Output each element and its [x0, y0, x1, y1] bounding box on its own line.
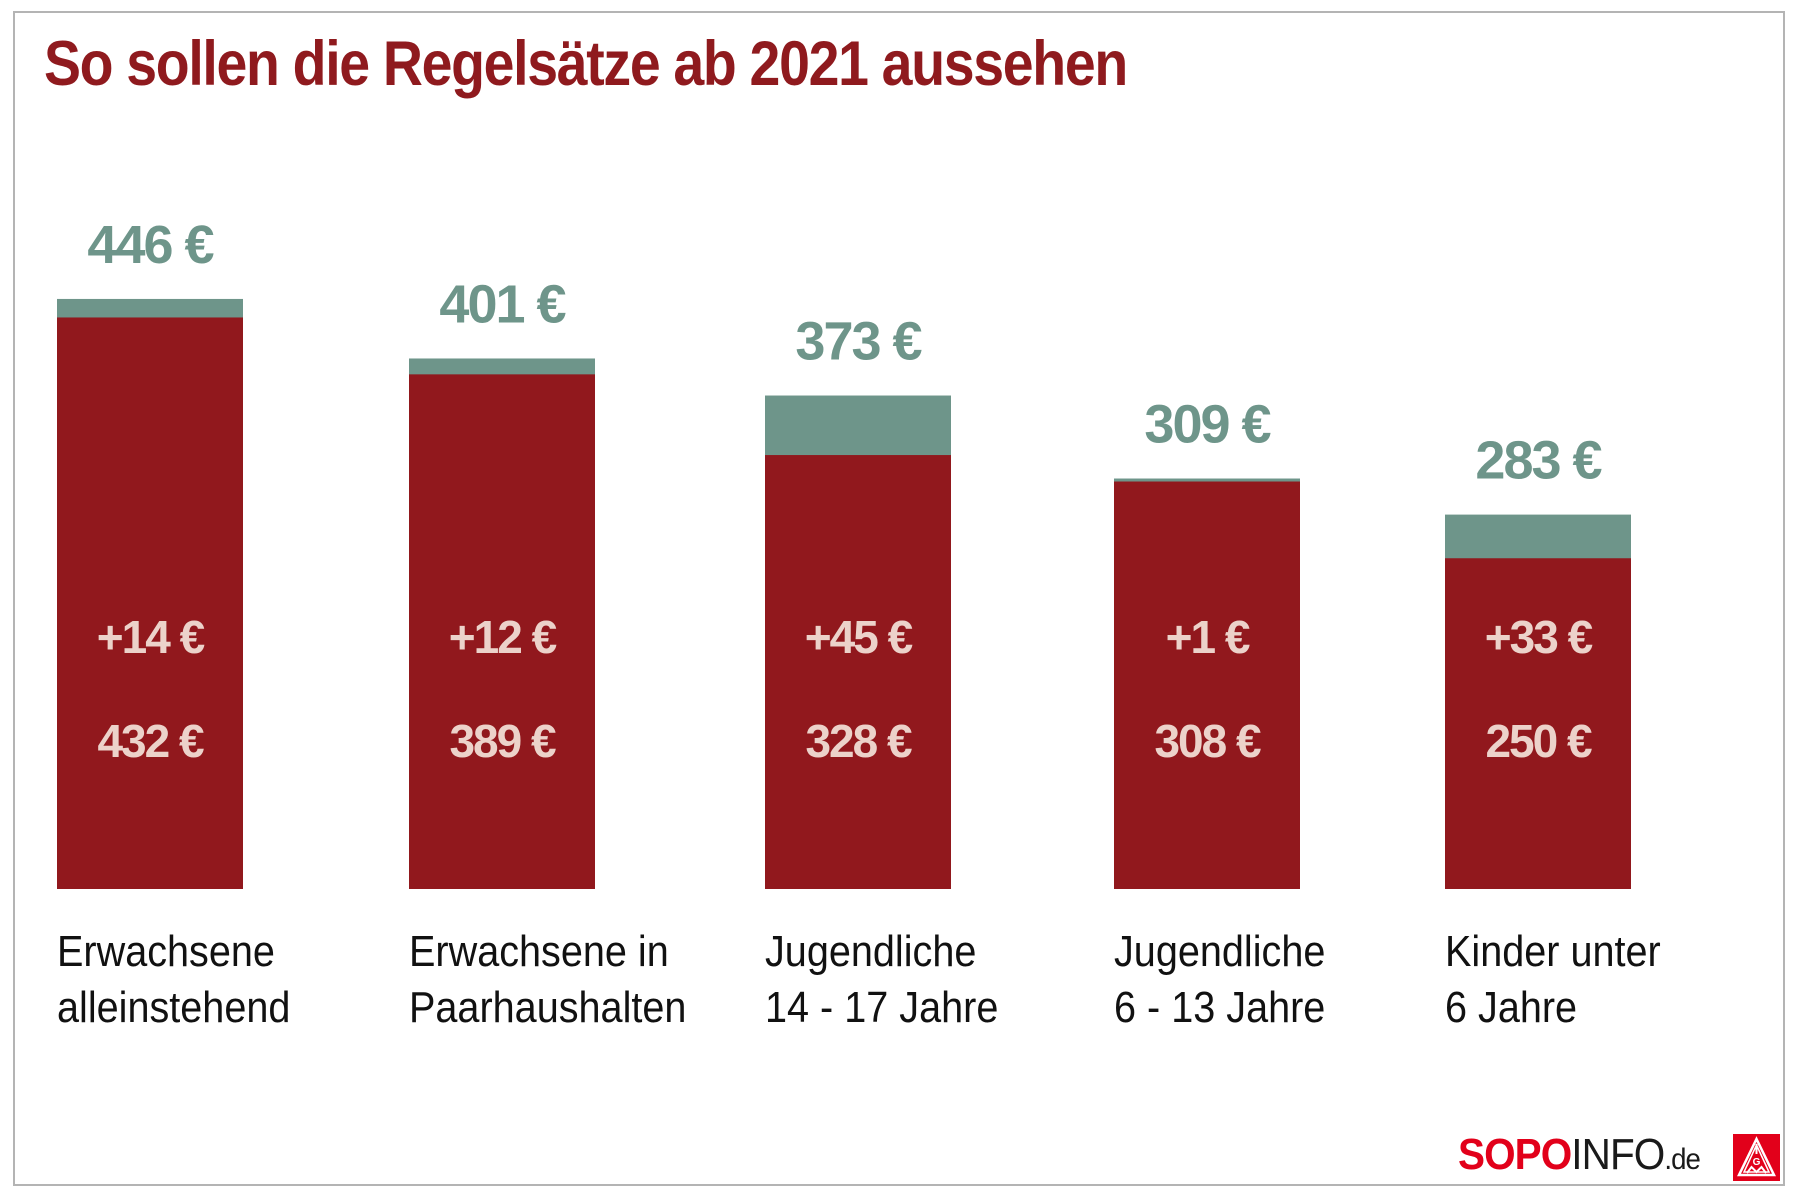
bar-base: [1445, 558, 1631, 889]
category-label-line: alleinstehend: [57, 983, 291, 1032]
chart-frame: [13, 11, 1785, 1186]
increase-value-label: +33 €: [1485, 611, 1593, 663]
logo-de: .de: [1664, 1142, 1701, 1176]
increase-value-label: +12 €: [449, 611, 557, 663]
bar-increase: [1445, 514, 1631, 559]
category-label-line: Paarhaushalten: [409, 983, 687, 1032]
ig-metall-logo-icon: G: [1733, 1134, 1780, 1181]
logo-info: INFO: [1571, 1129, 1665, 1179]
svg-text:G: G: [1753, 1157, 1761, 1168]
total-value-label: 283 €: [1475, 431, 1602, 491]
category-label: Jugendliche 6 - 13 Jahre: [1114, 924, 1325, 1036]
increase-value-label: +45 €: [805, 611, 913, 663]
base-value-label: 308 €: [1154, 715, 1261, 767]
category-label-line: Kinder unter: [1445, 927, 1661, 976]
category-label: Erwachsene in Paarhaushalten: [409, 924, 686, 1036]
total-value-label: 373 €: [795, 312, 922, 372]
category-label-line: 14 - 17 Jahre: [765, 983, 999, 1032]
bar-increase: [765, 395, 951, 456]
category-label-line: Erwachsene: [57, 927, 275, 976]
total-value-label: 446 €: [87, 215, 214, 275]
logo-text: SOPOINFO.de: [1458, 1129, 1701, 1185]
sopoinfo-logo: SOPOINFO.de G: [1458, 1129, 1780, 1185]
increase-value-label: +1 €: [1166, 611, 1250, 663]
category-label-line: Erwachsene in: [409, 927, 669, 976]
total-value-label: 309 €: [1144, 395, 1271, 455]
base-value-label: 432 €: [97, 715, 204, 767]
logo-sopo: SOPO: [1458, 1129, 1572, 1179]
category-label-line: 6 - 13 Jahre: [1114, 983, 1326, 1032]
bar-base: [57, 317, 243, 889]
bar-increase: [409, 358, 595, 375]
base-value-label: 250 €: [1485, 715, 1592, 767]
bar-base: [1114, 481, 1300, 889]
base-value-label: 328 €: [805, 715, 912, 767]
total-value-label: 401 €: [439, 274, 566, 334]
bar-base: [765, 455, 951, 889]
increase-value-label: +14 €: [97, 611, 205, 663]
bar-increase: [57, 298, 243, 318]
category-label: Erwachsene alleinstehend: [57, 924, 290, 1036]
bar-increase: [1114, 478, 1300, 483]
category-label-line: 6 Jahre: [1445, 983, 1578, 1032]
chart-title: So sollen die Regelsätze ab 2021 aussehe…: [44, 29, 1128, 99]
bar-base: [409, 374, 595, 889]
category-label-line: Jugendliche: [1114, 927, 1326, 976]
category-label: Kinder unter 6 Jahre: [1445, 924, 1661, 1036]
category-label-line: Jugendliche: [765, 927, 977, 976]
category-label: Jugendliche 14 - 17 Jahre: [765, 924, 998, 1036]
base-value-label: 389 €: [449, 715, 556, 767]
